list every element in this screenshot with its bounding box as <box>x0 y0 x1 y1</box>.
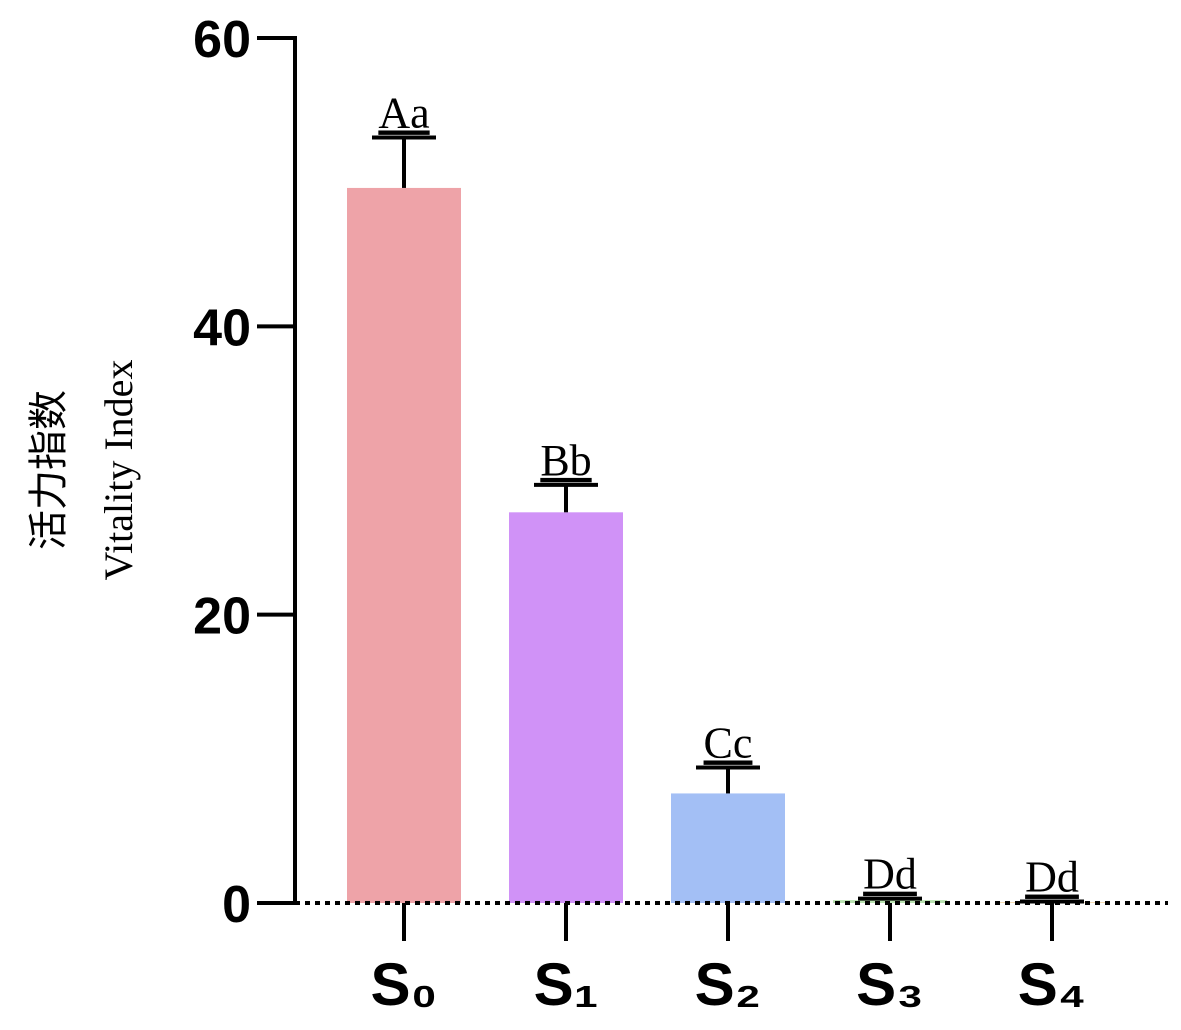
x-tick-label: S₁ <box>534 951 599 1018</box>
y-tick-label: 20 <box>193 588 251 646</box>
significance-label: Dd <box>863 850 917 899</box>
y-tick-label: 40 <box>193 299 251 357</box>
y-tick-label: 0 <box>222 876 251 934</box>
x-tick-label: S₀ <box>370 951 437 1018</box>
bar <box>509 512 623 903</box>
x-tick-label: S₂ <box>695 951 762 1018</box>
y-axis-label: 活力指数 <box>26 390 71 550</box>
x-tick-label: S₃ <box>856 951 924 1018</box>
significance-label: Cc <box>704 718 753 767</box>
significance-label: Dd <box>1025 853 1079 902</box>
y-tick-label: 60 <box>193 11 251 69</box>
bar <box>671 793 785 903</box>
y-axis-label: Vitality Index <box>96 360 141 581</box>
x-tick-label: S₄ <box>1018 951 1087 1018</box>
bar <box>347 187 461 903</box>
significance-label: Bb <box>540 436 591 485</box>
significance-label: Aa <box>378 88 429 137</box>
